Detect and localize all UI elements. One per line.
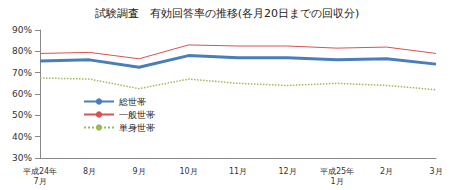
svg-text:40%: 40% [12,132,32,142]
svg-text:60%: 60% [12,89,32,99]
svg-text:80%: 80% [12,46,32,56]
svg-text:3月: 3月 [429,167,442,176]
svg-text:2月: 2月 [380,167,393,176]
svg-text:11月: 11月 [229,167,247,176]
svg-text:90%: 90% [12,25,32,35]
svg-text:70%: 70% [12,68,32,78]
svg-text:平成24年: 平成24年 [23,167,57,176]
svg-text:9月: 9月 [132,167,145,176]
svg-text:1月: 1月 [330,177,343,186]
svg-text:一般世帯: 一般世帯 [119,110,155,120]
svg-text:試験調査 有効回答率の推移(各月20日までの回収分): 試験調査 有効回答率の推移(各月20日までの回収分) [95,7,360,20]
svg-text:12月: 12月 [278,167,296,176]
svg-text:30%: 30% [12,153,32,163]
svg-text:50%: 50% [12,110,32,120]
svg-text:平成25年: 平成25年 [320,167,354,176]
svg-text:単身世帯: 単身世帯 [119,123,155,133]
svg-text:総世帯: 総世帯 [118,97,146,107]
svg-text:7月: 7月 [33,177,46,186]
svg-text:10月: 10月 [179,167,197,176]
svg-text:8月: 8月 [83,167,96,176]
